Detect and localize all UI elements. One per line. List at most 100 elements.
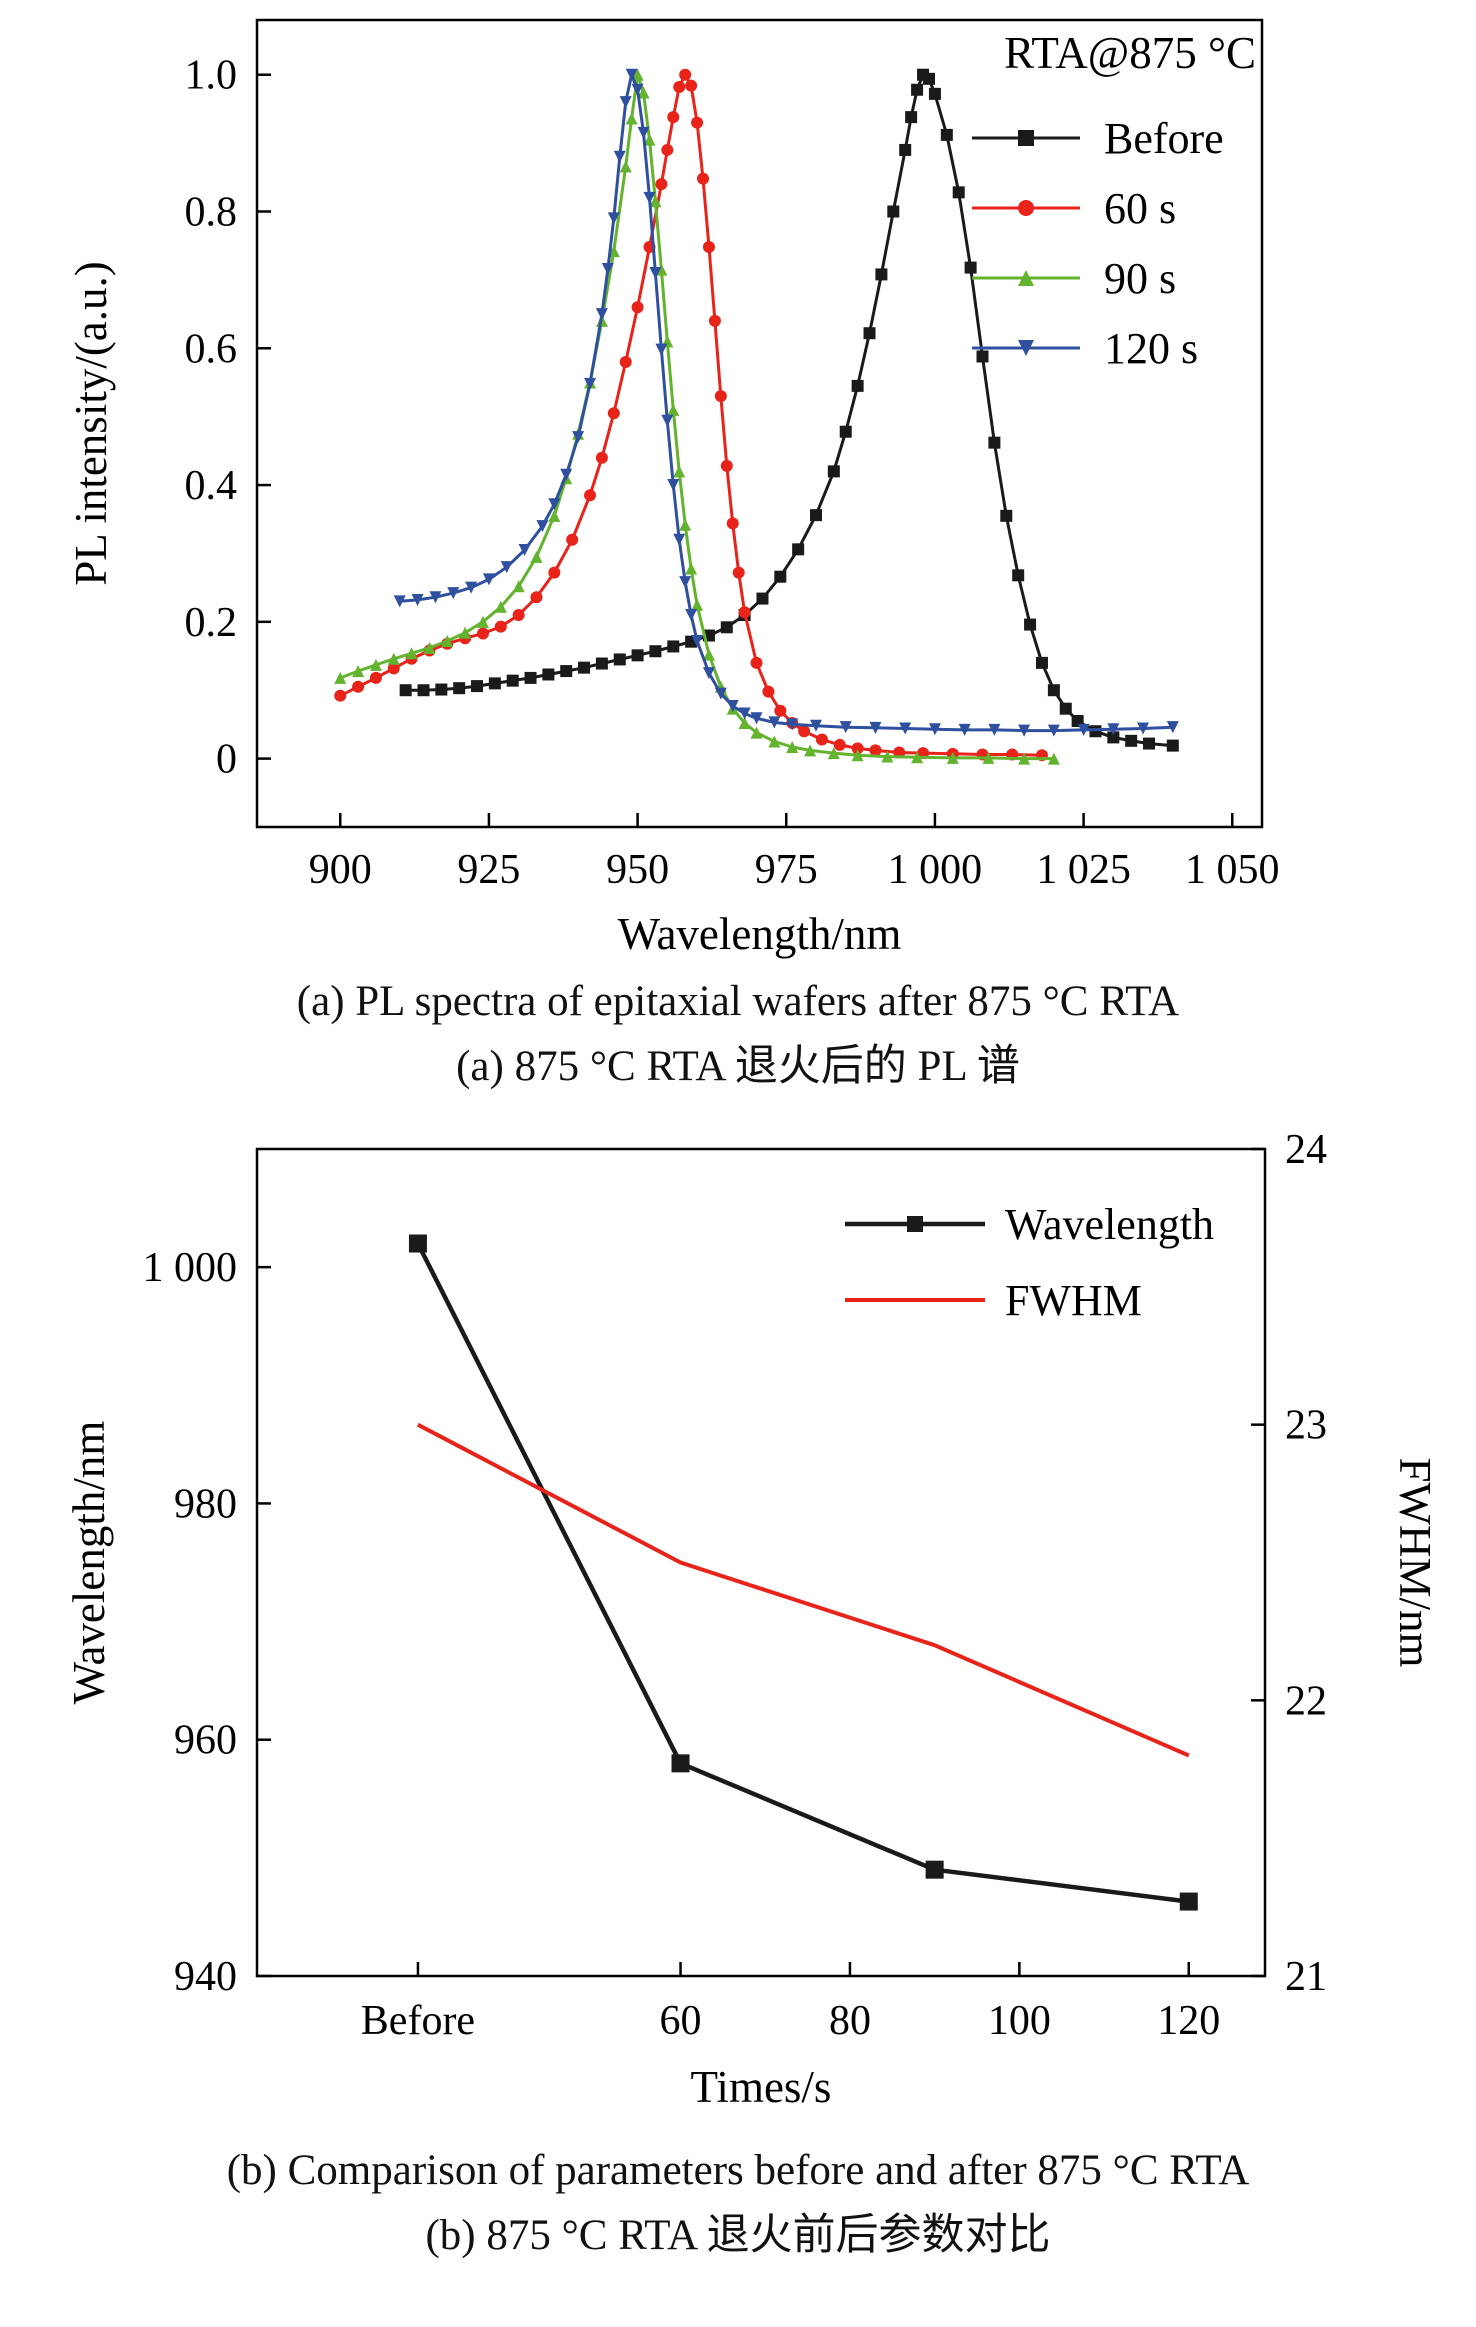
square-marker: [1059, 702, 1072, 715]
triangle-up-marker: [673, 465, 686, 478]
triangle-down-marker: [667, 479, 680, 492]
square-marker: [774, 570, 787, 583]
y-tick-label: 0.6: [185, 326, 238, 372]
square-marker: [453, 682, 466, 695]
circle-marker: [548, 566, 561, 579]
square-marker: [928, 87, 941, 100]
square-marker: [471, 680, 484, 693]
triangle-down-marker: [809, 719, 822, 732]
triangle-up-marker: [334, 671, 347, 684]
square-marker: [911, 83, 924, 96]
triangle-down-marker: [714, 687, 727, 700]
left-y-tick-label: 940: [174, 1954, 237, 2000]
triangle-down-marker: [1107, 723, 1120, 736]
triangle-down-marker: [536, 520, 549, 533]
triangle-up-marker: [387, 652, 400, 665]
circle-marker: [595, 451, 608, 464]
square-marker: [809, 509, 822, 522]
x-tick-label: 900: [309, 847, 372, 893]
circle-marker: [732, 566, 745, 579]
triangle-up-marker: [750, 726, 763, 739]
circle-marker: [708, 314, 721, 327]
triangle-down-marker: [601, 262, 614, 275]
triangle-down-marker: [548, 498, 561, 511]
square-marker: [1166, 739, 1179, 752]
caption-a-zh: (a) 875 °C RTA 退火后的 PL 谱: [456, 1042, 1020, 1090]
circle-marker: [720, 459, 733, 472]
circle-marker: [726, 517, 739, 530]
triangle-up-marker: [1047, 752, 1060, 765]
circle-marker: [494, 620, 507, 633]
figure-page: 900 925 950 975 1 000 1 025 1 050 0 0.2 0.4 0.6 0.8…: [0, 18, 1476, 2278]
x-tick-label: 120: [1157, 1998, 1220, 2044]
circle-marker: [387, 662, 400, 675]
caption-b: (b) Comparison of parameters before and …: [0, 2129, 1476, 2278]
triangle-up-marker: [667, 403, 680, 416]
square-marker: [560, 665, 573, 678]
triangle-down-marker: [988, 723, 1001, 736]
triangle-up-marker: [1018, 752, 1031, 765]
right-y-tick-label: 22: [1285, 1678, 1327, 1724]
triangle-down-marker: [726, 699, 739, 712]
triangle-up-marker: [881, 750, 894, 763]
square-marker: [595, 657, 608, 670]
triangle-down-marker: [1018, 724, 1031, 737]
triangle-down-marker: [1137, 722, 1150, 735]
circle-marker: [655, 178, 668, 191]
triangle-up-marker: [827, 747, 840, 760]
triangle-down-marker: [411, 593, 424, 606]
circle-marker: [667, 111, 680, 124]
x-tick-label: 100: [988, 1998, 1051, 2044]
square-marker: [1107, 731, 1120, 744]
triangle-up-marker: [768, 735, 781, 748]
square-marker: [1179, 1892, 1198, 1911]
series-60-s: [334, 68, 1048, 762]
triangle-down-marker: [928, 723, 941, 736]
triangle-down-marker: [691, 634, 704, 647]
circle-marker: [702, 241, 715, 254]
circle-marker: [691, 116, 704, 129]
square-marker: [756, 592, 769, 605]
triangle-down-marker: [637, 126, 650, 139]
x-tick-label: Before: [361, 1998, 475, 2044]
square-marker: [863, 327, 876, 340]
square-marker: [792, 543, 805, 556]
square-marker: [940, 128, 953, 141]
legend-label: 90 s: [1104, 254, 1176, 303]
right-y-axis-title: FWHM/nm: [1390, 1457, 1440, 1667]
legend-marker: [907, 1216, 923, 1232]
circle-marker: [352, 680, 365, 693]
triangle-down-marker: [1077, 723, 1090, 736]
plot-frame: [255, 18, 1264, 829]
triangle-down-marker: [613, 150, 626, 163]
y-tick-label: 1.0: [185, 53, 238, 99]
square-marker: [408, 1234, 427, 1253]
right-y-tick-label: 23: [1285, 1403, 1327, 1449]
square-marker: [1000, 509, 1013, 522]
x-tick-label: 1 050: [1185, 847, 1280, 893]
square-marker: [417, 684, 430, 697]
series-wavelength: [408, 1234, 1198, 1911]
square-marker: [399, 684, 412, 697]
triangle-up-marker: [691, 598, 704, 611]
triangle-down-marker: [518, 544, 531, 557]
x-axis-title: Times/s: [691, 2062, 832, 2112]
triangle-up-marker: [702, 648, 715, 661]
square-marker: [488, 677, 501, 690]
triangle-up-marker: [530, 550, 543, 563]
legend-title: RTA@875 °C: [1004, 28, 1256, 78]
triangle-down-marker: [500, 561, 513, 574]
caption-a-en: (a) PL spectra of epitaxial wafers after…: [296, 978, 1180, 1025]
circle-marker: [584, 489, 597, 502]
circle-marker: [869, 744, 882, 757]
triangle-down-marker: [685, 608, 698, 621]
triangle-up-marker: [643, 133, 656, 146]
series-line: [416, 1422, 1190, 1758]
square-marker: [542, 668, 555, 681]
legend-marker: [1018, 200, 1034, 216]
square-marker: [952, 186, 965, 199]
triangle-up-marker: [512, 580, 525, 593]
triangle-up-marker: [738, 717, 751, 730]
plot-frame: [255, 1147, 1267, 1978]
square-marker: [988, 436, 1001, 449]
